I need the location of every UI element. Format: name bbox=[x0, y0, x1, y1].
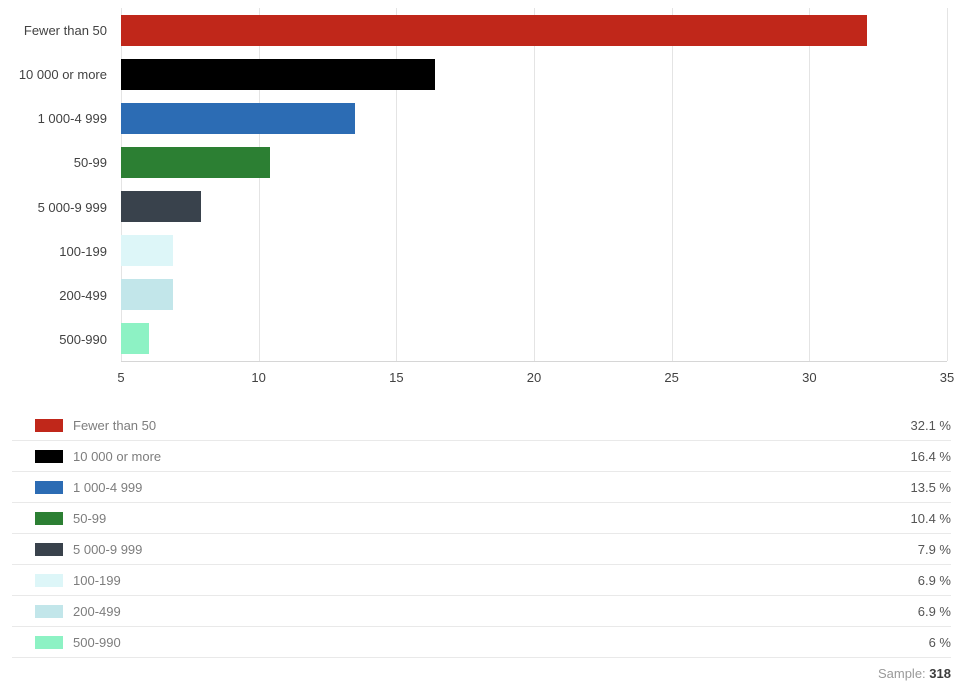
legend-value: 6 % bbox=[928, 634, 951, 650]
legend-label: 100-199 bbox=[73, 572, 121, 588]
legend-row: 100-199 6.9 % bbox=[12, 565, 951, 596]
tick-label: 5 bbox=[117, 370, 125, 385]
legend-row: 200-499 6.9 % bbox=[12, 596, 951, 627]
bar-row bbox=[121, 96, 947, 140]
tick-label: 25 bbox=[664, 370, 679, 385]
legend-value: 6.9 % bbox=[917, 572, 951, 588]
legend-swatch bbox=[35, 418, 63, 432]
legend-value: 6.9 % bbox=[917, 603, 951, 619]
legend-row: Fewer than 50 32.1 % bbox=[12, 410, 951, 441]
legend-label: 50-99 bbox=[73, 510, 107, 526]
category-label: 200-499 bbox=[59, 288, 107, 304]
legend-value: 32.1 % bbox=[910, 417, 951, 433]
bar-row bbox=[121, 140, 947, 184]
gridline bbox=[809, 8, 811, 361]
bar-chart: Fewer than 50 10 000 or more 1 000-4 999… bbox=[0, 8, 954, 388]
legend-label: 1 000-4 999 bbox=[73, 479, 143, 495]
legend-row: 1 000-4 999 13.5 % bbox=[12, 472, 951, 503]
gridline bbox=[396, 8, 398, 361]
legend-row: 5 000-9 999 7.9 % bbox=[12, 534, 951, 565]
bar-row bbox=[121, 8, 947, 52]
bar bbox=[121, 14, 868, 46]
legend-label: 200-499 bbox=[73, 603, 121, 619]
bar-row bbox=[121, 52, 947, 96]
gridline bbox=[121, 8, 122, 361]
category-label: 500-990 bbox=[59, 332, 107, 348]
legend-value: 10.4 % bbox=[910, 510, 951, 526]
legend-swatch bbox=[35, 480, 63, 494]
gridline bbox=[947, 8, 948, 361]
legend-value: 7.9 % bbox=[917, 541, 951, 557]
bar-row bbox=[121, 185, 947, 229]
gridline bbox=[258, 8, 260, 361]
bar bbox=[121, 58, 435, 90]
category-label: 1 000-4 999 bbox=[37, 111, 107, 127]
bar bbox=[121, 323, 149, 355]
bar-series bbox=[121, 8, 947, 361]
tick-label: 35 bbox=[939, 370, 955, 385]
value-axis: 5 10 15 20 25 30 35 bbox=[117, 370, 954, 388]
legend-row: 500-990 6 % bbox=[12, 627, 951, 658]
tick-label: 10 bbox=[251, 370, 266, 385]
tick-label: 15 bbox=[389, 370, 404, 385]
bar bbox=[121, 235, 174, 267]
bar bbox=[121, 191, 201, 223]
category-label: Fewer than 50 bbox=[23, 22, 107, 38]
legend-label: Fewer than 50 bbox=[73, 417, 157, 433]
legend-value: 16.4 % bbox=[910, 448, 951, 464]
bar-row bbox=[121, 273, 947, 317]
sample-size-note: Sample: 318 bbox=[12, 666, 951, 681]
plot-area bbox=[121, 8, 948, 362]
legend: Fewer than 50 32.1 % 10 000 or more 16.4… bbox=[12, 410, 951, 658]
category-label: 100-199 bbox=[59, 243, 107, 259]
legend-swatch bbox=[35, 635, 63, 649]
gridline bbox=[534, 8, 535, 361]
legend-label: 10 000 or more bbox=[73, 448, 162, 464]
gridline bbox=[671, 8, 673, 361]
legend-value: 13.5 % bbox=[910, 479, 951, 495]
tick-label: 20 bbox=[526, 370, 542, 385]
tick-label: 30 bbox=[802, 370, 817, 385]
sample-value: 318 bbox=[929, 666, 951, 681]
legend-swatch bbox=[35, 511, 63, 525]
bar-row bbox=[121, 229, 947, 273]
category-label: 50-99 bbox=[73, 155, 107, 171]
legend-row: 10 000 or more 16.4 % bbox=[12, 441, 951, 472]
bar bbox=[121, 279, 174, 311]
legend-label: 5 000-9 999 bbox=[73, 541, 143, 557]
category-axis: Fewer than 50 10 000 or more 1 000-4 999… bbox=[0, 8, 111, 362]
category-label: 5 000-9 999 bbox=[37, 199, 107, 215]
legend-swatch bbox=[35, 573, 63, 587]
legend-row: 50-99 10.4 % bbox=[12, 503, 951, 534]
legend-swatch bbox=[35, 604, 63, 618]
bar bbox=[121, 102, 356, 134]
category-label: 10 000 or more bbox=[18, 66, 107, 82]
legend-swatch bbox=[35, 449, 63, 463]
sample-label: Sample: bbox=[877, 666, 926, 681]
legend-label: 500-990 bbox=[73, 634, 121, 650]
bar bbox=[121, 146, 270, 178]
bar-row bbox=[121, 317, 947, 361]
legend-swatch bbox=[35, 542, 63, 556]
